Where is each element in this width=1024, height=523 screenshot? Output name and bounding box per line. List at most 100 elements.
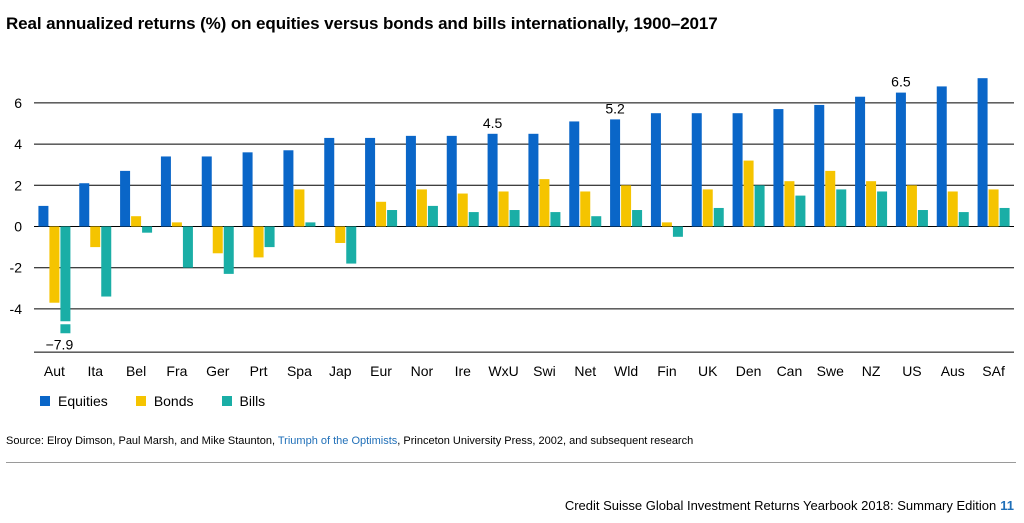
bar-bonds-wxu xyxy=(498,191,509,227)
footer-publication: Credit Suisse Global Investment Returns … xyxy=(564,498,997,513)
legend-item-equities: Equities xyxy=(40,393,108,409)
data-label: −7.9 xyxy=(46,336,74,352)
bar-bills-swi xyxy=(550,212,561,227)
bar-bills-nz xyxy=(877,191,888,227)
bar-bonds-net xyxy=(580,191,591,227)
bar-bonds-spa xyxy=(294,189,305,227)
bar-equities-jap xyxy=(324,137,335,227)
x-tick-label: SAf xyxy=(982,363,1005,379)
bar-equities-nz xyxy=(855,96,866,227)
bar-equities-fin xyxy=(650,113,661,227)
bar-bills-spa xyxy=(305,222,316,227)
bar-bills-fra xyxy=(182,226,193,268)
bar-equities-net xyxy=(569,121,580,227)
bar-bonds-nor xyxy=(416,189,427,227)
x-tick-label: Ita xyxy=(87,363,103,379)
x-tick-label: Net xyxy=(574,363,596,379)
x-tick-label: Den xyxy=(736,363,762,379)
y-tick-label: -4 xyxy=(10,301,23,317)
bar-bills-wld xyxy=(632,210,643,227)
bar-bonds-aus xyxy=(947,191,958,227)
x-tick-label: Can xyxy=(777,363,803,379)
bar-bills-nor xyxy=(427,205,438,227)
x-tick-label: Aut xyxy=(44,363,65,379)
bar-bills-saf xyxy=(999,207,1010,227)
y-tick-label: 6 xyxy=(14,95,22,111)
legend-label-bonds: Bonds xyxy=(153,393,194,409)
bar-bonds-fra xyxy=(171,222,182,227)
bar-bonds-uk xyxy=(702,189,713,227)
legend-label-equities: Equities xyxy=(58,393,108,409)
bar-equities-ger xyxy=(201,156,212,227)
x-tick-label: Fra xyxy=(166,363,187,379)
chart-legend: Equities Bonds Bills xyxy=(40,393,265,409)
bar-bills-jap xyxy=(346,226,357,264)
bar-equities-eur xyxy=(365,137,376,227)
x-tick-label: Ire xyxy=(455,363,472,379)
source-note: Source: Elroy Dimson, Paul Marsh, and Mi… xyxy=(6,435,693,447)
bar-bonds-swi xyxy=(539,179,550,227)
bar-equities-spa xyxy=(283,150,294,227)
data-label: 5.2 xyxy=(605,100,625,116)
y-tick-label: 0 xyxy=(14,219,22,235)
bar-equities-wld xyxy=(610,119,621,227)
bar-bonds-aut xyxy=(49,226,60,303)
legend-label-bills: Bills xyxy=(239,393,266,409)
bar-equities-wxu xyxy=(487,133,498,227)
x-tick-label: Fin xyxy=(657,363,676,379)
x-tick-label: NZ xyxy=(862,363,881,379)
x-tick-label: Bel xyxy=(126,363,146,379)
x-tick-label: Swe xyxy=(817,363,844,379)
legend-item-bonds: Bonds xyxy=(135,393,194,409)
bar-equities-prt xyxy=(242,152,253,227)
source-prefix: Source: Elroy Dimson, Paul Marsh, and Mi… xyxy=(6,435,278,447)
bar-equities-nor xyxy=(405,135,416,227)
bar-bonds-eur xyxy=(376,201,387,227)
x-tick-label: Jap xyxy=(329,363,352,379)
bar-bonds-wld xyxy=(621,185,632,227)
bar-equities-us xyxy=(895,92,906,227)
bar-bonds-us xyxy=(906,185,917,227)
legend-swatch-bills xyxy=(221,396,232,406)
bar-bonds-ita xyxy=(90,226,101,248)
page-footer: Credit Suisse Global Investment Returns … xyxy=(565,498,1014,513)
bar-equities-aus xyxy=(936,86,947,227)
x-tick-label: WxU xyxy=(488,363,518,379)
chart-title: Real annualized returns (%) on equities … xyxy=(6,14,718,33)
bar-bonds-can xyxy=(784,181,795,227)
x-tick-label: Nor xyxy=(411,363,434,379)
bar-bonds-ger xyxy=(212,226,223,254)
bar-equities-ire xyxy=(446,135,457,227)
bar-bonds-swe xyxy=(825,170,836,227)
bar-bonds-den xyxy=(743,160,754,227)
footer-divider xyxy=(6,462,1016,463)
bar-bonds-ire xyxy=(457,193,468,227)
source-suffix: , Princeton University Press, 2002, and … xyxy=(397,435,694,447)
x-tick-label: Ger xyxy=(206,363,230,379)
legend-swatch-equities xyxy=(40,396,50,406)
bar-equities-aut xyxy=(38,205,49,227)
bar-bills-net xyxy=(591,216,602,227)
bar-bills-fin xyxy=(672,226,683,237)
bar-bonds-bel xyxy=(131,216,142,227)
data-label: 6.5 xyxy=(891,74,911,90)
x-tick-label: Aus xyxy=(941,363,965,379)
bar-bills-ger xyxy=(223,226,234,274)
bar-bills-uk xyxy=(713,207,724,227)
x-tick-label: US xyxy=(902,363,921,379)
bar-bills-prt xyxy=(264,226,275,248)
bar-bills-swe xyxy=(836,189,847,227)
bar-equities-uk xyxy=(691,113,702,227)
x-tick-label: UK xyxy=(698,363,718,379)
bar-bonds-prt xyxy=(253,226,264,258)
x-tick-label: Swi xyxy=(533,363,556,379)
source-book-link[interactable]: Triumph of the Optimists xyxy=(277,435,398,447)
x-tick-label: Spa xyxy=(287,363,312,379)
bar-bonds-fin xyxy=(661,222,672,227)
bar-bills-wxu xyxy=(509,210,520,227)
bar-equities-swe xyxy=(814,104,825,227)
data-label: 4.5 xyxy=(483,115,503,131)
bar-bills-aus xyxy=(958,212,969,227)
y-tick-label: 2 xyxy=(14,177,22,193)
bar-bills-ita xyxy=(101,226,112,297)
